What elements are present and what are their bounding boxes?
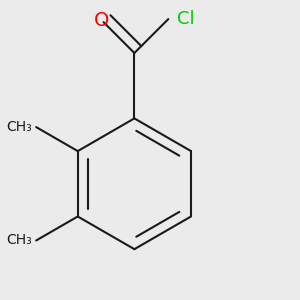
- Text: CH₃: CH₃: [6, 120, 32, 134]
- Text: O: O: [94, 11, 109, 29]
- Text: CH₃: CH₃: [6, 233, 32, 248]
- Text: Cl: Cl: [177, 10, 195, 28]
